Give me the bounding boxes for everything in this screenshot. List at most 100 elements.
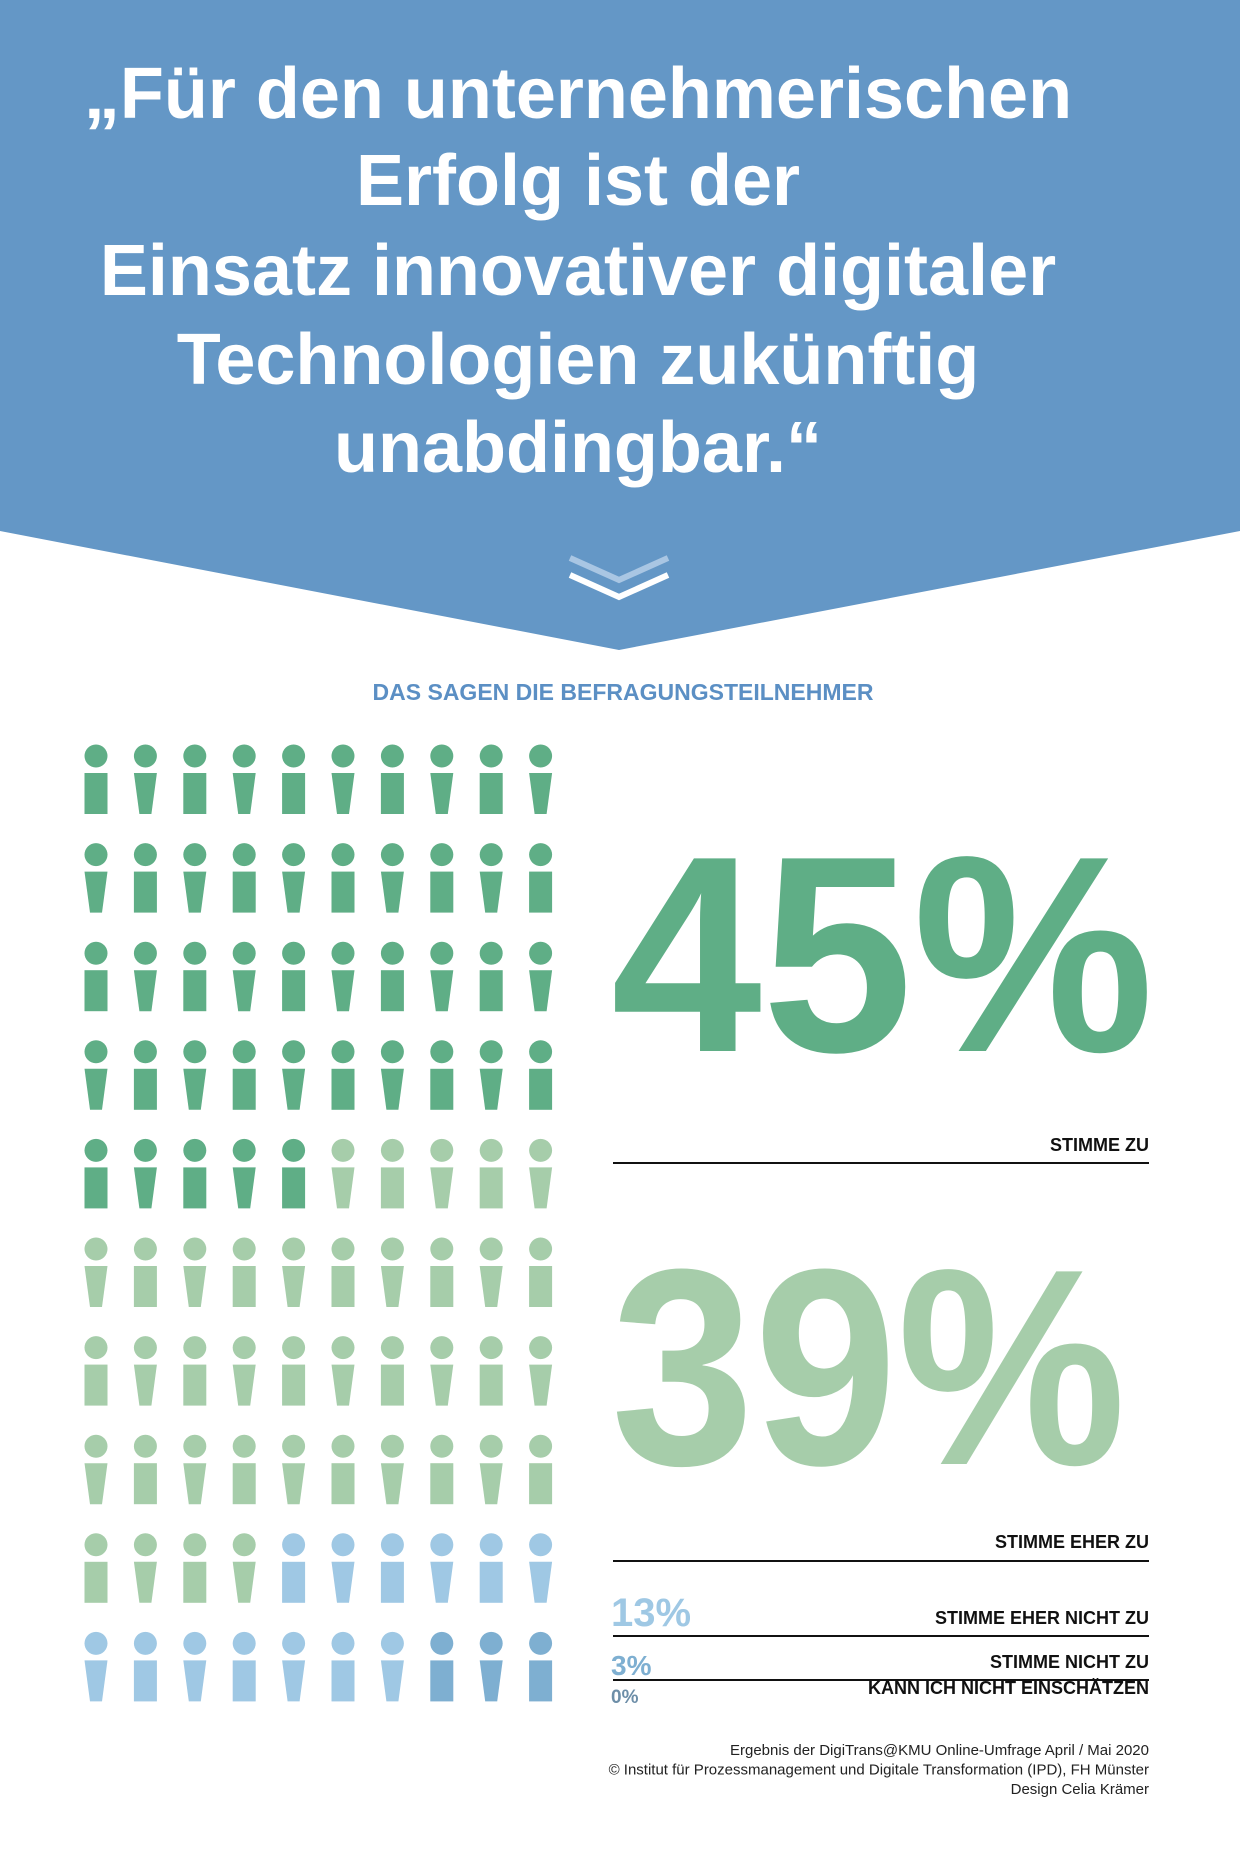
person-body bbox=[430, 1660, 454, 1702]
person-body bbox=[133, 1364, 157, 1406]
person-head bbox=[232, 1336, 256, 1360]
person-head bbox=[84, 1434, 108, 1458]
person-body bbox=[133, 970, 157, 1012]
person-body bbox=[84, 1167, 108, 1209]
person-body bbox=[133, 773, 157, 814]
person-head bbox=[430, 744, 454, 768]
person-head bbox=[479, 843, 503, 867]
person-head bbox=[133, 1138, 157, 1162]
person-body bbox=[133, 1266, 157, 1307]
person-body bbox=[282, 970, 306, 1012]
subtitle: DAS SAGEN DIE BEFRAGUNGSTEILNEHMER bbox=[373, 679, 874, 705]
person-head bbox=[84, 941, 108, 965]
person-head bbox=[430, 1631, 454, 1655]
person-head bbox=[430, 1138, 454, 1162]
person-body bbox=[380, 871, 404, 913]
person-head bbox=[529, 941, 553, 965]
person-head bbox=[430, 1336, 454, 1360]
person-body bbox=[133, 1068, 157, 1110]
person-head bbox=[331, 1631, 355, 1655]
person-body bbox=[479, 1167, 503, 1209]
person-head bbox=[479, 744, 503, 768]
person-head bbox=[84, 1631, 108, 1655]
person-body bbox=[380, 1364, 404, 1406]
person-head bbox=[84, 1336, 108, 1360]
person-head bbox=[430, 843, 454, 867]
person-body bbox=[282, 1068, 306, 1110]
person-body bbox=[232, 1068, 256, 1110]
person-body bbox=[282, 1364, 306, 1406]
person-body bbox=[331, 773, 355, 814]
person-body bbox=[84, 773, 108, 814]
person-head bbox=[133, 941, 157, 965]
person-head bbox=[133, 1040, 157, 1064]
person-body bbox=[232, 1660, 256, 1702]
person-body bbox=[380, 1660, 404, 1702]
person-head bbox=[183, 941, 207, 965]
source-line: Ergebnis der DigiTrans@KMU Online-Umfrag… bbox=[730, 1742, 1149, 1759]
person-head bbox=[529, 1336, 553, 1360]
person-head bbox=[529, 1138, 553, 1162]
person-head bbox=[133, 744, 157, 768]
person-body bbox=[331, 970, 355, 1012]
person-head bbox=[232, 843, 256, 867]
person-head bbox=[84, 843, 108, 867]
category-label: STIMME EHER NICHT ZU bbox=[935, 1608, 1149, 1628]
icon-group bbox=[430, 1631, 553, 1702]
person-head bbox=[331, 941, 355, 965]
category-label: KANN ICH NICHT EINSCHÄTZEN bbox=[868, 1678, 1149, 1698]
person-head bbox=[479, 1138, 503, 1162]
person-body bbox=[84, 970, 108, 1012]
person-body bbox=[479, 871, 503, 913]
source-line: © Institut für Prozessmanagement und Dig… bbox=[609, 1762, 1149, 1779]
person-body bbox=[430, 1167, 454, 1209]
person-head bbox=[183, 1237, 207, 1261]
person-head bbox=[529, 1434, 553, 1458]
person-body bbox=[282, 871, 306, 913]
person-head bbox=[331, 1336, 355, 1360]
person-body bbox=[529, 1561, 553, 1603]
person-head bbox=[331, 1533, 355, 1557]
chevron bbox=[568, 572, 670, 601]
person-head bbox=[331, 1237, 355, 1261]
chevron bbox=[568, 555, 670, 584]
person-body bbox=[183, 1364, 207, 1406]
person-head bbox=[479, 1237, 503, 1261]
person-head bbox=[529, 1040, 553, 1064]
person-head bbox=[183, 744, 207, 768]
person-body bbox=[331, 1364, 355, 1406]
person-head bbox=[529, 1533, 553, 1557]
person-body bbox=[479, 1660, 503, 1702]
person-body bbox=[479, 1561, 503, 1603]
person-head bbox=[331, 1040, 355, 1064]
person-body bbox=[183, 1561, 207, 1603]
person-body bbox=[529, 1463, 553, 1505]
person-body bbox=[380, 1463, 404, 1505]
person-body bbox=[479, 970, 503, 1012]
person-head bbox=[380, 1237, 404, 1261]
person-body bbox=[430, 1364, 454, 1406]
person-body bbox=[133, 1561, 157, 1603]
person-body bbox=[479, 1364, 503, 1406]
person-head bbox=[380, 744, 404, 768]
person-head bbox=[479, 1040, 503, 1064]
person-head bbox=[133, 1631, 157, 1655]
person-body bbox=[133, 1660, 157, 1702]
person-head bbox=[282, 1040, 306, 1064]
person-head bbox=[282, 1434, 306, 1458]
person-head bbox=[133, 1434, 157, 1458]
person-head bbox=[133, 1336, 157, 1360]
person-body bbox=[529, 1068, 553, 1110]
person-body bbox=[479, 1463, 503, 1505]
person-body bbox=[232, 1463, 256, 1505]
person-body bbox=[84, 1364, 108, 1406]
person-head bbox=[232, 1237, 256, 1261]
person-body bbox=[183, 1463, 207, 1505]
person-body bbox=[380, 1561, 404, 1603]
person-body bbox=[183, 871, 207, 913]
person-head bbox=[183, 843, 207, 867]
person-head bbox=[282, 1138, 306, 1162]
person-head bbox=[232, 1434, 256, 1458]
person-body bbox=[282, 773, 306, 814]
category-label: STIMME EHER ZU bbox=[995, 1532, 1149, 1552]
